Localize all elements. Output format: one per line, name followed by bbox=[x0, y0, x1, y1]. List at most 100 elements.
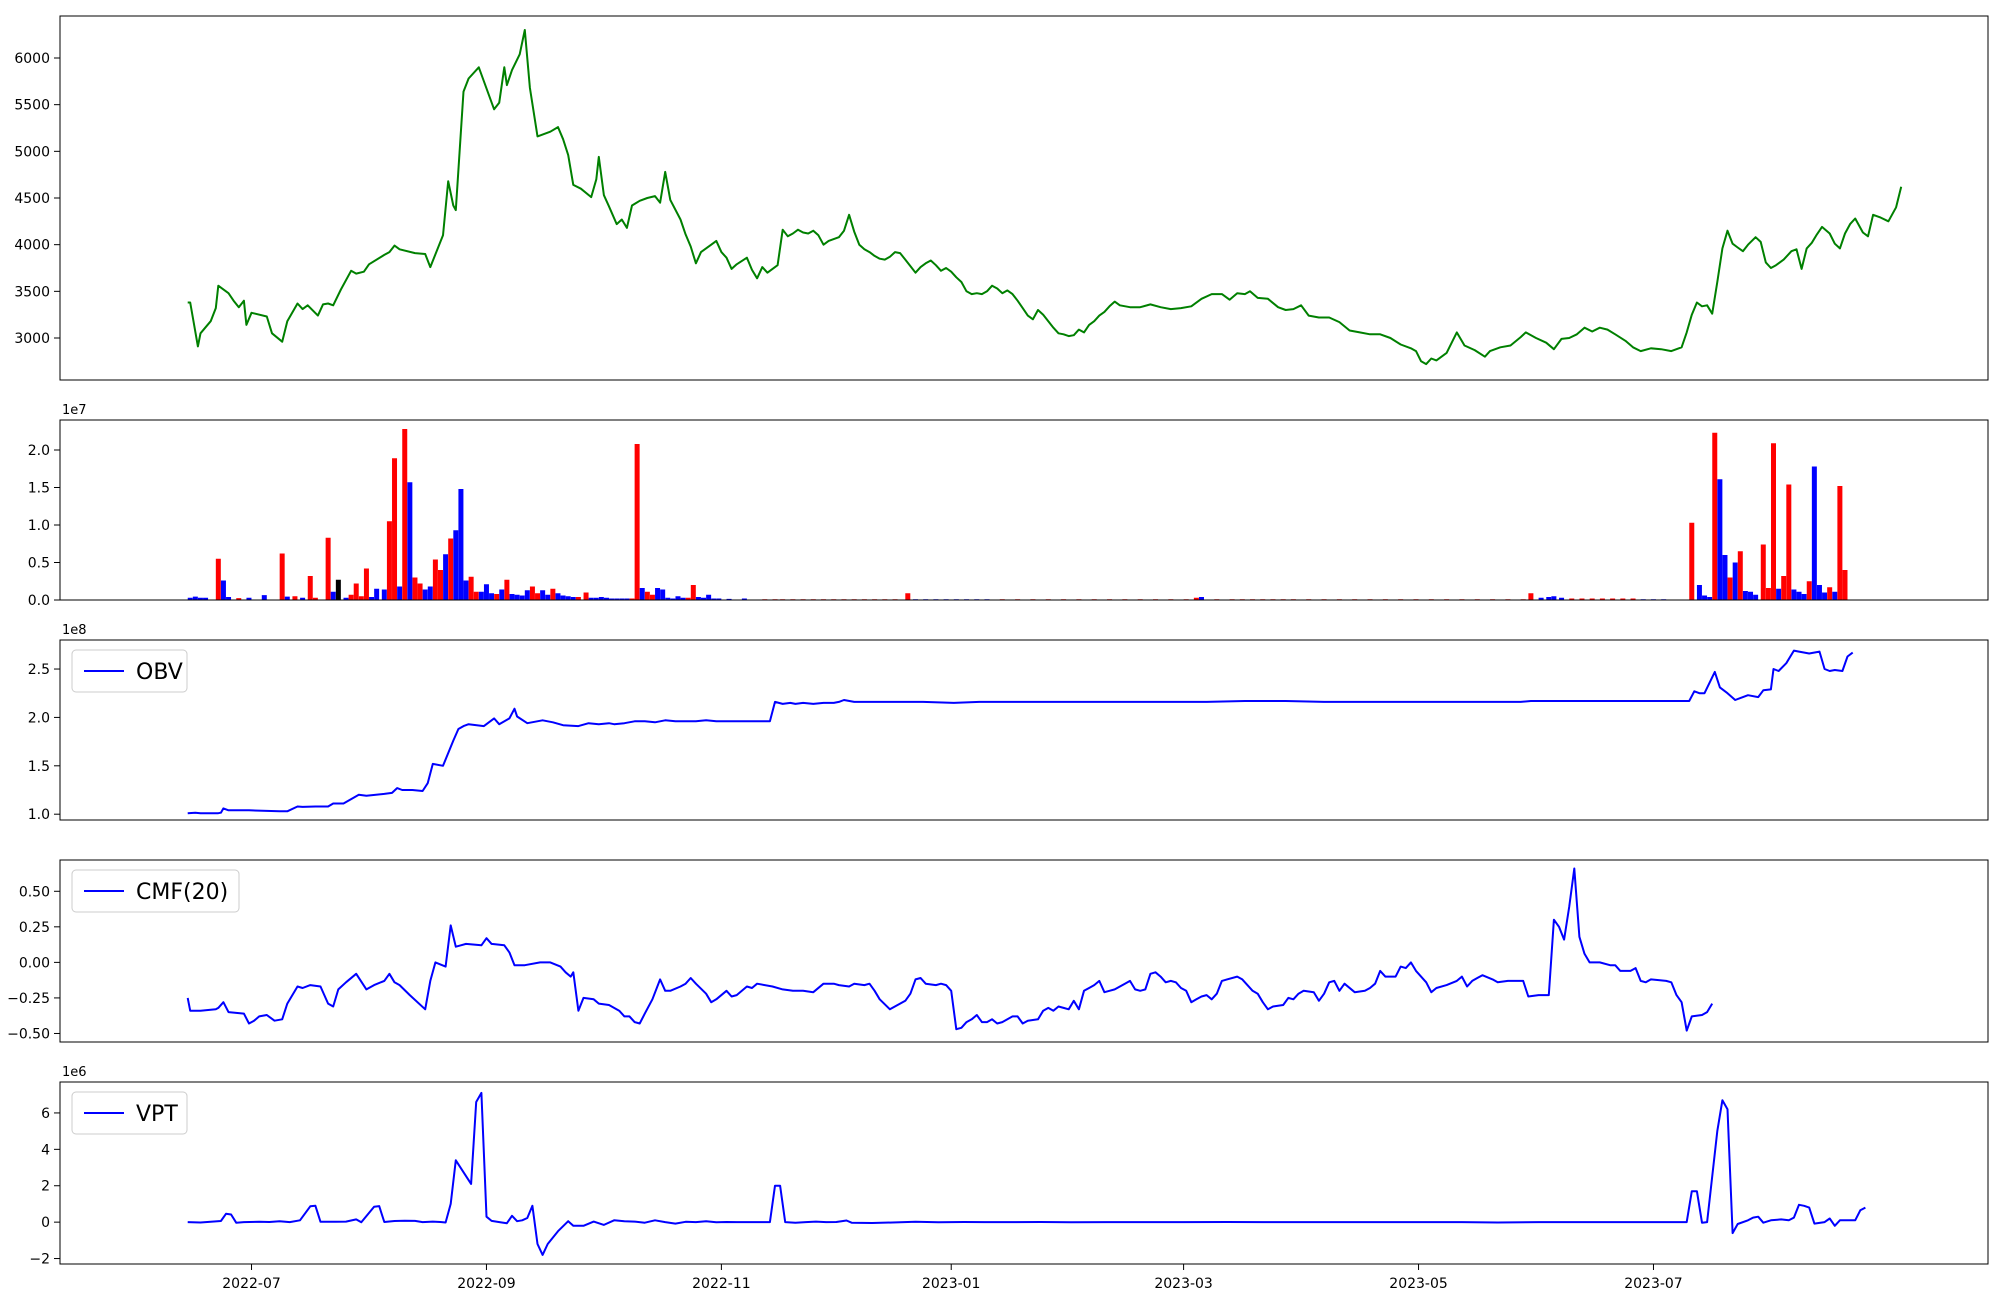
volume-bar bbox=[1806, 581, 1812, 600]
y-tick-label: 3500 bbox=[14, 284, 50, 300]
volume-bar bbox=[570, 597, 576, 600]
volume-bar bbox=[292, 596, 298, 600]
y-tick-label: 1.0 bbox=[28, 807, 50, 823]
volume-bar bbox=[307, 576, 313, 600]
y-tick-label: −0.50 bbox=[7, 1026, 50, 1042]
volume-bar bbox=[363, 568, 369, 600]
series-line-cmf bbox=[186, 867, 1714, 1032]
volume-bar bbox=[279, 553, 285, 600]
volume-bar bbox=[670, 598, 676, 600]
volume-bar bbox=[1816, 585, 1822, 600]
volume-bar bbox=[1579, 598, 1585, 600]
y-tick-label: 6 bbox=[41, 1106, 50, 1122]
volume-bar bbox=[524, 590, 530, 600]
volume-bar bbox=[1811, 466, 1817, 600]
x-tick-label: 2022-09 bbox=[457, 1276, 516, 1292]
legend-box bbox=[71, 869, 240, 913]
volume-bar bbox=[1776, 588, 1782, 600]
volume-bar bbox=[448, 538, 454, 600]
volume-bar bbox=[1546, 597, 1552, 600]
volume-bar bbox=[624, 598, 630, 600]
volume-bar bbox=[550, 588, 556, 600]
volume-bar bbox=[644, 591, 650, 600]
volume-bar bbox=[639, 588, 645, 600]
volume-bar bbox=[706, 594, 712, 600]
volume-bar bbox=[1737, 551, 1743, 600]
volume-bar bbox=[499, 589, 505, 600]
x-tick-label: 2022-11 bbox=[692, 1276, 751, 1292]
volume-bar bbox=[468, 576, 474, 600]
volume-bar bbox=[514, 594, 520, 600]
plot-area-cmf bbox=[186, 867, 1714, 1032]
volume-bar bbox=[343, 597, 349, 600]
panels: 3000 3500 4000 4500 5000 5500 6000 0.0 0.5 1.0 1.5… bbox=[7, 15, 1989, 1268]
y-tick-label: 0.50 bbox=[19, 884, 50, 900]
volume-bar bbox=[1742, 591, 1748, 600]
y-offset-label: 1e7 bbox=[62, 403, 87, 418]
volume-bar bbox=[369, 597, 375, 600]
y-tick-label: 6000 bbox=[14, 51, 50, 67]
volume-bar bbox=[432, 559, 438, 600]
volume-bar bbox=[1760, 544, 1766, 600]
y-tick-label: 0.00 bbox=[19, 955, 50, 971]
volume-bar bbox=[583, 592, 589, 600]
axes-frame bbox=[59, 419, 1989, 601]
panel-price: 3000 3500 4000 4500 5000 5500 6000 bbox=[14, 15, 1989, 381]
volume-bar bbox=[1770, 443, 1776, 600]
volume-bar bbox=[716, 598, 722, 600]
axes-frame bbox=[59, 15, 1989, 381]
y-tick-label: 0.5 bbox=[28, 556, 50, 572]
volume-bar bbox=[1620, 598, 1626, 600]
volume-bar bbox=[187, 597, 193, 600]
y-tick-label: 2 bbox=[41, 1179, 50, 1195]
y-tick-label: 4 bbox=[41, 1142, 50, 1158]
volume-bar bbox=[1717, 479, 1723, 600]
volume-bar bbox=[312, 597, 318, 600]
volume-bar bbox=[1722, 555, 1728, 600]
legend: VPT bbox=[71, 1091, 188, 1135]
volume-bar bbox=[386, 521, 392, 600]
volume-bar bbox=[649, 594, 655, 600]
y-tick-label: 1.5 bbox=[28, 481, 50, 497]
volume-bar bbox=[407, 482, 413, 600]
series-line-obv bbox=[187, 649, 1854, 815]
volume-bar bbox=[1610, 598, 1616, 600]
volume-bar bbox=[478, 591, 484, 600]
volume-bar bbox=[1827, 587, 1833, 600]
y-tick-label: 4000 bbox=[14, 238, 50, 254]
volume-bar bbox=[555, 593, 561, 600]
y-tick-label: −0.25 bbox=[7, 991, 50, 1007]
volume-bar bbox=[358, 596, 364, 600]
volume-bar bbox=[1727, 577, 1733, 600]
volume-bar bbox=[1791, 589, 1797, 600]
volume-bar bbox=[381, 589, 387, 600]
y-tick-label: 5000 bbox=[14, 144, 50, 160]
volume-bar bbox=[1589, 598, 1595, 600]
volume-bar bbox=[443, 554, 449, 600]
volume-bar bbox=[422, 589, 428, 600]
volume-bar bbox=[330, 591, 336, 600]
plot-area-price bbox=[187, 29, 1903, 366]
y-tick-label: 0.0 bbox=[28, 593, 50, 609]
volume-bar bbox=[634, 444, 640, 600]
volume-bar bbox=[402, 429, 408, 600]
volume-bar bbox=[300, 597, 306, 600]
volume-bar bbox=[1796, 591, 1802, 600]
volume-bar bbox=[655, 588, 661, 600]
volume-bar bbox=[226, 597, 232, 600]
volume-bar bbox=[675, 596, 681, 600]
volume-bar bbox=[1193, 597, 1199, 600]
volume-bar bbox=[629, 598, 635, 600]
volume-bar bbox=[560, 595, 566, 600]
y-tick-label: 2.5 bbox=[28, 662, 50, 678]
volume-bar bbox=[1528, 593, 1534, 600]
panel-volume: 0.0 0.5 1.0 1.5 2.0 1e7 bbox=[28, 403, 1989, 609]
volume-bar bbox=[519, 595, 525, 600]
volume-bar bbox=[545, 594, 551, 600]
volume-bar bbox=[619, 598, 625, 600]
volume-bar bbox=[665, 597, 671, 600]
volume-bar bbox=[397, 586, 403, 600]
volume-bar bbox=[1822, 592, 1828, 600]
